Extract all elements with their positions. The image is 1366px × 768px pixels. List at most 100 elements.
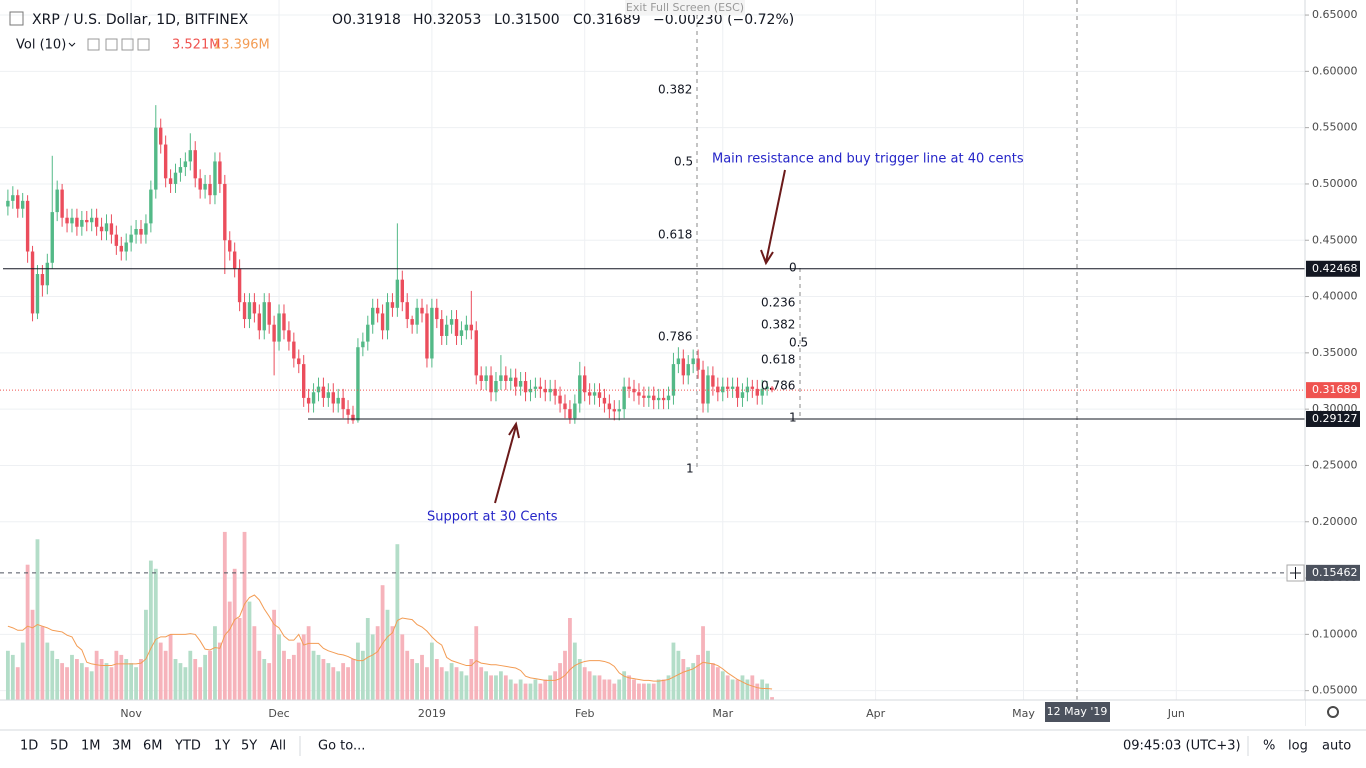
volume-bar: [558, 663, 562, 700]
scale-log[interactable]: log: [1288, 739, 1308, 754]
volume-bar: [607, 679, 612, 700]
candle-body: [760, 388, 764, 396]
range-button[interactable]: All: [270, 739, 286, 754]
range-button[interactable]: 3M: [112, 739, 132, 754]
range-button[interactable]: 5Y: [241, 739, 257, 754]
volume-bar: [321, 659, 326, 700]
volume-bar: [375, 626, 380, 700]
volume-bar: [40, 626, 45, 700]
volume-bar: [139, 659, 143, 700]
volume-bar: [577, 659, 582, 700]
y-tick-label: 0.35000: [1312, 346, 1358, 359]
volume-bar: [222, 531, 227, 700]
candle-body: [410, 319, 414, 325]
candle-body: [316, 386, 321, 393]
volume-bar: [25, 564, 30, 700]
volume-bar: [10, 654, 15, 700]
crosshair-plus[interactable]: [1286, 564, 1305, 582]
exit-fullscreen[interactable]: [625, 0, 745, 15]
volume-bar: [247, 601, 252, 700]
candle-body: [371, 307, 375, 325]
candle-body: [725, 386, 730, 389]
candle-body: [336, 397, 340, 404]
candle-body: [94, 217, 99, 227]
price-label: 0.15462: [1312, 566, 1358, 579]
price-label-box: [1306, 382, 1360, 399]
volume-bar: [163, 650, 168, 700]
scale-percent[interactable]: %: [1263, 739, 1275, 754]
range-button[interactable]: 1M: [81, 739, 101, 754]
candle-body: [666, 395, 671, 401]
candle-body: [11, 195, 15, 201]
fib-label: 0.382: [761, 318, 795, 332]
candle-body: [459, 330, 464, 336]
candle-body: [735, 386, 740, 398]
candle-body: [25, 200, 30, 252]
volume-bar: [622, 671, 627, 700]
ohlc: L0.31500: [494, 12, 560, 28]
volume-bar: [306, 626, 311, 700]
dropdown[interactable]: [68, 42, 76, 47]
candle-body: [513, 377, 518, 387]
volume-bar: [553, 671, 558, 700]
study-icons[interactable]: [87, 38, 150, 51]
settings[interactable]: [1327, 706, 1339, 718]
candle-body: [415, 307, 419, 325]
range-button[interactable]: 1Y: [214, 739, 230, 754]
fib-label: 0.382: [658, 83, 692, 97]
volume-bar: [755, 683, 760, 700]
volume-bar: [740, 675, 745, 700]
range-button[interactable]: 5D: [50, 739, 68, 754]
volume-bar: [479, 667, 484, 700]
volume-bar: [770, 697, 774, 700]
y-tick-label: 0.55000: [1312, 121, 1358, 134]
volume-bar: [410, 659, 415, 700]
volume-bar: [543, 679, 548, 700]
change: −0.00230 (−0.72%): [653, 12, 794, 28]
candle-body: [60, 189, 64, 218]
volume-bar: [341, 663, 346, 700]
x-tick-label: Mar: [712, 707, 733, 720]
volume-bar: [503, 675, 508, 700]
volume-bar: [272, 609, 277, 700]
candle-body: [479, 375, 483, 382]
collapse-button[interactable]: [9, 11, 24, 26]
volume-bar: [720, 671, 725, 700]
scale-auto[interactable]: auto: [1322, 739, 1351, 754]
fib-label: 0.618: [761, 353, 795, 367]
candle-body: [134, 228, 138, 235]
candle-body: [681, 358, 686, 376]
volume-bar: [750, 675, 755, 700]
volume-bar: [114, 650, 119, 700]
range-button[interactable]: 1D: [20, 739, 38, 754]
range-button[interactable]: 6M: [143, 739, 163, 754]
volume-bar: [592, 675, 597, 700]
range-button[interactable]: YTD: [174, 739, 201, 754]
candle-body: [385, 302, 390, 331]
candle-body: [159, 127, 163, 145]
volume-bar: [203, 654, 207, 700]
overlays: 0.382 0.5 0.618 0.786 1 0 0.236 0.382 0.…: [0, 0, 1305, 700]
range-buttons: 1D 5D 1M 3M 6M YTD 1Y 5Y All: [20, 739, 286, 754]
volume-bar: [686, 667, 691, 700]
volume-bar: [632, 679, 636, 700]
volume-bar: [193, 659, 198, 700]
candle-body: [420, 307, 424, 314]
volume-bar: [35, 539, 40, 700]
candle-body: [154, 127, 158, 190]
candle-body: [592, 392, 597, 396]
candle-body: [257, 313, 262, 331]
volume-bar: [508, 679, 513, 700]
volume-bar: [385, 609, 390, 700]
volume-bar: [449, 663, 454, 700]
volume-bar: [730, 679, 735, 700]
goto[interactable]: Go to...: [318, 739, 365, 754]
candle-body: [607, 403, 612, 410]
exit-fullscreen-label[interactable]: Exit Full Screen (ESC): [626, 1, 744, 14]
candle-body: [375, 307, 380, 314]
candle-body: [99, 226, 104, 232]
volume-bar: [316, 654, 321, 700]
x-tick-label: May: [1012, 707, 1035, 720]
x-tick-label: Dec: [268, 707, 289, 720]
fib-label: 0.5: [789, 336, 808, 350]
